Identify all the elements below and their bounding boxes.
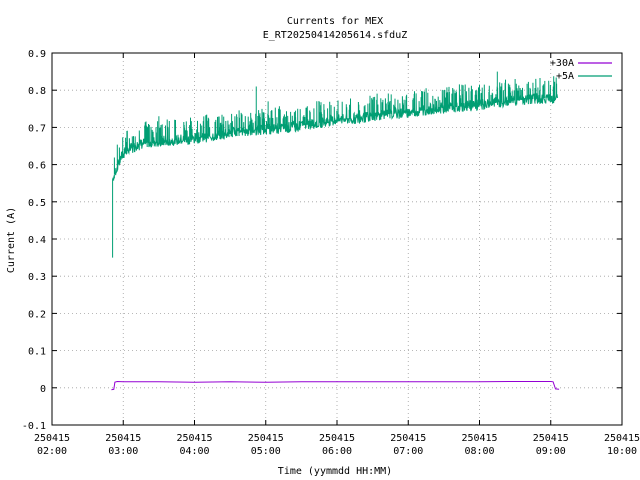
x-tick-date: 250415 (604, 433, 640, 444)
x-tick-time: 04:00 (179, 446, 209, 457)
series-5a (112, 71, 558, 258)
legend-label-30a: +30A (550, 58, 574, 69)
x-tick-date: 250415 (390, 433, 426, 444)
y-tick-label: 0.9 (28, 49, 46, 60)
y-tick-label: 0.3 (28, 272, 46, 283)
chart-subtitle: E_RT20250414205614.sfduZ (263, 30, 408, 41)
x-tick-time: 02:00 (37, 446, 67, 457)
plot-area (111, 71, 560, 391)
x-tick-date: 250415 (319, 433, 355, 444)
chart-title: Currents for MEX (287, 16, 383, 27)
x-tick-date: 250415 (176, 433, 212, 444)
x-tick-time: 07:00 (393, 446, 423, 457)
series-30a (111, 380, 560, 391)
legend-entry-30a: +30A (550, 58, 612, 69)
x-tick-date: 250415 (34, 433, 70, 444)
y-tick-label: 0.8 (28, 86, 46, 97)
legend: +30A +5A (550, 58, 612, 82)
y-tick-label: 0.4 (28, 235, 46, 246)
y-axis-ticks: -0.1 0 0.1 0.2 0.3 0.4 0.5 0.6 0.7 0.8 0.9 (22, 49, 622, 432)
y-tick-label: 0.7 (28, 123, 46, 134)
y-tick-label: 0.6 (28, 161, 46, 172)
x-tick-date: 250415 (248, 433, 284, 444)
x-tick-date: 250415 (533, 433, 569, 444)
y-tick-label: 0.2 (28, 309, 46, 320)
y-tick-label: 0 (40, 384, 46, 395)
legend-entry-5a: +5A (556, 71, 612, 82)
x-axis-label: Time (yymmdd HH:MM) (278, 466, 392, 477)
grid (51, 52, 623, 426)
x-tick-time: 05:00 (251, 446, 281, 457)
x-tick-date: 250415 (105, 433, 141, 444)
y-tick-label: 0.1 (28, 347, 46, 358)
y-tick-label: -0.1 (22, 421, 46, 432)
x-tick-time: 09:00 (536, 446, 566, 457)
x-tick-time: 03:00 (108, 446, 138, 457)
x-tick-time: 10:00 (607, 446, 637, 457)
y-axis-label: Current (A) (6, 207, 17, 273)
x-tick-date: 250415 (461, 433, 497, 444)
series-line (111, 380, 560, 391)
x-tick-time: 06:00 (322, 446, 352, 457)
legend-label-5a: +5A (556, 71, 574, 82)
y-tick-label: 0.5 (28, 198, 46, 209)
x-tick-time: 08:00 (464, 446, 494, 457)
series-line (112, 76, 558, 258)
x-axis-ticks: 250415 02:00 250415 03:00 250415 04:00 250415 0… (34, 53, 640, 457)
